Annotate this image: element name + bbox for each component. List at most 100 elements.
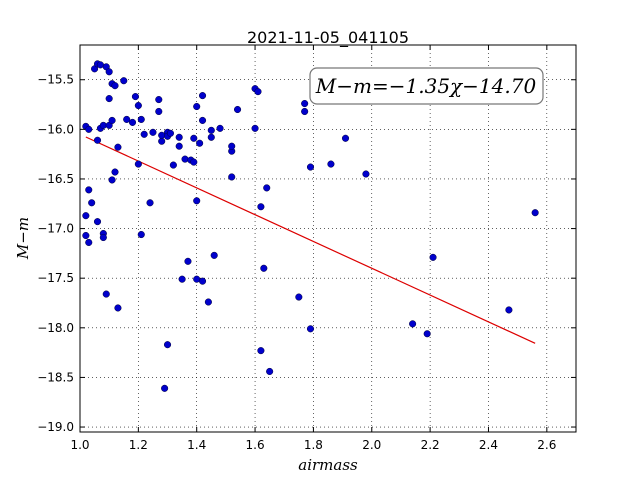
data-point <box>158 131 166 139</box>
data-point <box>301 107 309 116</box>
data-point <box>158 137 166 145</box>
data-point <box>120 77 128 85</box>
x-tick-label: 2.4 <box>479 438 498 452</box>
data-point <box>505 306 513 314</box>
data-point <box>184 257 192 265</box>
data-point <box>429 253 437 261</box>
x-tick-label: 2.0 <box>362 438 381 452</box>
data-point <box>88 199 96 207</box>
data-point <box>327 160 335 168</box>
data-point <box>175 133 183 141</box>
x-axis-title: airmass <box>298 456 358 474</box>
data-point <box>228 173 236 181</box>
axis-ticks: 1.0 1.2 1.4 1.6 1.8 2.0 2.2 2.4 2.6 −15.5 −16.0 −16… <box>37 45 576 452</box>
data-point <box>114 304 122 312</box>
x-tick-label: 1.2 <box>129 438 148 452</box>
data-point <box>82 212 90 220</box>
data-point <box>531 209 539 217</box>
data-point <box>260 264 268 272</box>
data-point <box>146 199 154 207</box>
data-point <box>257 203 265 211</box>
x-tick-label: 1.8 <box>304 438 323 452</box>
plot-frame <box>79 44 577 433</box>
x-tick-label: 2.6 <box>537 438 556 452</box>
data-point <box>190 158 198 166</box>
data-point <box>198 277 207 285</box>
data-point <box>295 293 303 301</box>
data-point <box>198 92 207 100</box>
y-tick-label: −18.5 <box>37 370 74 384</box>
y-tick-label: −17.0 <box>37 222 74 236</box>
data-point <box>263 184 271 192</box>
data-point <box>257 347 265 355</box>
data-point <box>137 230 145 239</box>
fit-line <box>85 136 536 344</box>
data-point <box>169 161 177 169</box>
data-point <box>251 124 259 132</box>
data-point <box>234 105 242 114</box>
data-point <box>108 116 116 124</box>
data-point <box>362 170 370 178</box>
data-points <box>82 60 539 392</box>
x-tick-label: 1.4 <box>187 438 206 452</box>
data-point <box>155 107 163 116</box>
data-point <box>111 82 119 90</box>
data-point <box>137 115 145 123</box>
data-point <box>93 218 102 226</box>
y-tick-label: −16.0 <box>37 122 74 136</box>
data-point <box>99 233 107 242</box>
data-point <box>140 130 148 138</box>
data-point <box>166 129 174 137</box>
data-point <box>341 134 350 142</box>
data-point <box>161 384 169 392</box>
y-axis-title: M−m <box>14 217 32 260</box>
data-point <box>85 238 93 247</box>
y-tick-label: −16.5 <box>37 172 74 186</box>
data-point <box>114 143 122 151</box>
x-tick-label: 1.0 <box>70 438 89 452</box>
data-point <box>82 231 90 240</box>
data-point <box>175 142 183 150</box>
data-point <box>216 124 224 132</box>
fit-equation-box: M−m=−1.35χ−14.70 <box>309 67 544 105</box>
data-point <box>128 118 137 126</box>
data-point <box>254 88 262 96</box>
data-point <box>134 101 142 110</box>
y-tick-label: −18.0 <box>37 321 74 335</box>
data-point <box>163 341 172 349</box>
data-point <box>108 176 116 184</box>
data-point <box>134 160 142 168</box>
x-tick-label: 2.2 <box>421 438 440 452</box>
fit-line-group <box>85 136 536 344</box>
data-point <box>85 186 93 194</box>
y-tick-label: −17.5 <box>37 271 74 285</box>
data-point <box>306 325 315 333</box>
data-point <box>123 115 131 123</box>
data-point <box>228 142 236 150</box>
x-tick-label: 1.6 <box>246 438 265 452</box>
fit-equation: M−m=−1.35χ−14.70 <box>315 74 537 98</box>
data-point <box>105 68 113 76</box>
data-point <box>207 133 215 141</box>
data-point <box>193 197 201 205</box>
data-point <box>306 163 315 171</box>
data-point <box>102 290 110 298</box>
y-tick-label: −19.0 <box>37 420 74 434</box>
data-point <box>301 99 309 108</box>
annotation-box <box>309 67 544 105</box>
data-point <box>196 139 204 147</box>
chart-title: 2021-11-05_041105 <box>247 28 409 48</box>
data-point <box>149 128 157 136</box>
data-point <box>178 275 186 283</box>
data-point <box>85 125 93 133</box>
data-point <box>423 330 431 338</box>
data-point <box>105 95 113 103</box>
data-point <box>266 367 274 376</box>
data-point <box>111 168 119 176</box>
data-point <box>155 96 163 104</box>
data-point <box>193 102 201 111</box>
data-point <box>210 251 218 259</box>
data-point <box>181 155 189 163</box>
data-point <box>198 116 207 124</box>
